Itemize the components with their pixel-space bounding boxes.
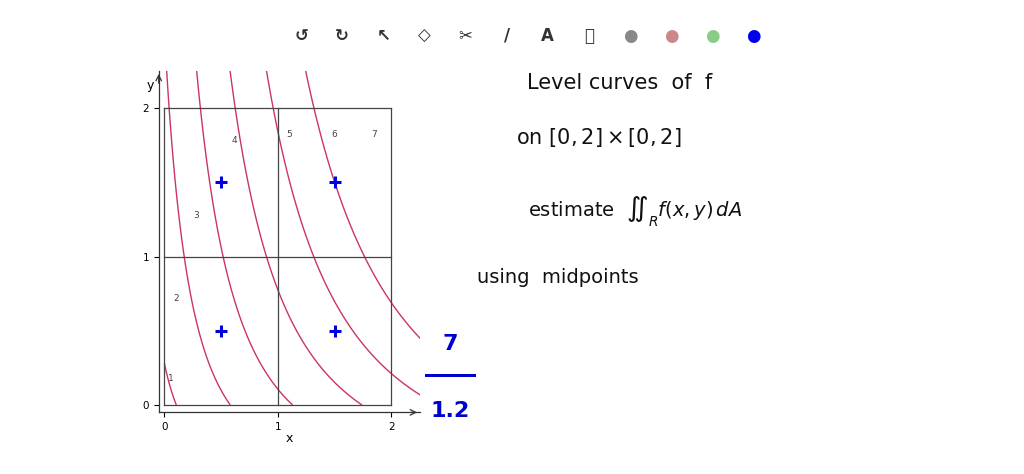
Text: ●: ● — [746, 27, 761, 45]
Text: 3: 3 — [194, 210, 199, 219]
Text: ✂: ✂ — [459, 27, 472, 45]
Text: y: y — [147, 80, 155, 92]
Text: ↖: ↖ — [377, 27, 390, 45]
X-axis label: x: x — [286, 432, 293, 445]
Text: 7: 7 — [442, 334, 459, 354]
Text: using  midpoints: using midpoints — [477, 268, 639, 287]
Text: ◇: ◇ — [418, 27, 431, 45]
Text: 4: 4 — [232, 137, 238, 146]
Text: 2: 2 — [173, 293, 178, 302]
Text: ↻: ↻ — [335, 27, 349, 45]
Text: 1: 1 — [168, 374, 174, 383]
Text: ⬜: ⬜ — [584, 27, 594, 45]
Text: on $[0,2]\times[0,2]$: on $[0,2]\times[0,2]$ — [516, 126, 682, 149]
Text: estimate  $\iint_R f(x,y)\,dA$: estimate $\iint_R f(x,y)\,dA$ — [527, 194, 742, 229]
Text: ●: ● — [623, 27, 637, 45]
Text: ●: ● — [705, 27, 720, 45]
Text: 7: 7 — [372, 130, 377, 139]
Text: /: / — [504, 27, 510, 45]
Text: Level curves  of  f: Level curves of f — [527, 73, 712, 93]
Text: A: A — [542, 27, 554, 45]
Text: 6: 6 — [332, 130, 338, 139]
Text: ↺: ↺ — [294, 27, 308, 45]
Text: ●: ● — [664, 27, 678, 45]
Text: 5: 5 — [287, 130, 292, 139]
Text: 1.2: 1.2 — [431, 401, 470, 420]
